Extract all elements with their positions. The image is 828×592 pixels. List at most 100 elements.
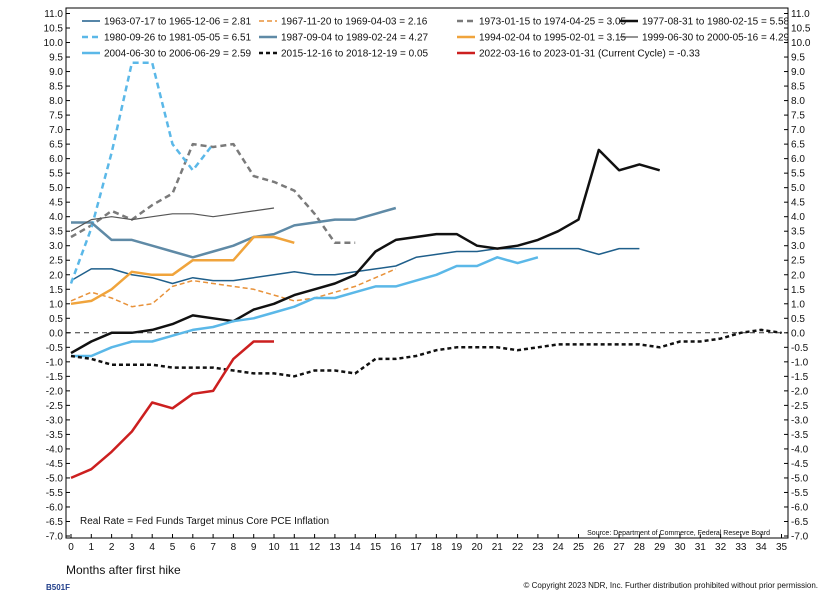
x-tick-label: 0	[68, 542, 74, 553]
y-tick-label-left: 0.0	[49, 328, 63, 339]
y-tick-label-left: -0.5	[46, 343, 64, 354]
y-axis-right: 11.0 10.5 10.0 9.5 9.0 8.5 8.0 7.5 7.0 6.5 6.0 5.5 5…	[784, 9, 811, 543]
y-tick-label-left: 4.5	[49, 198, 63, 209]
x-tick-label: 11	[289, 542, 300, 553]
y-tick-label-right: 1.0	[791, 299, 805, 310]
x-tick-label: 6	[190, 542, 196, 553]
y-tick-label-left: 8.0	[49, 96, 63, 107]
x-axis: 0 1 2 3 4 5 6 7 8 9 10 11 12 13 14 15 16 17 18 19 20 21 22 23 24…	[68, 534, 787, 553]
legend-item-label: 1994-02-04 to 1995-02-01 = 3.15	[479, 33, 626, 44]
y-tick-label-left: -4.5	[46, 459, 64, 470]
y-tick-label-right: 5.5	[791, 169, 805, 180]
series-layer	[69, 61, 782, 480]
y-tick-label-left: 2.5	[49, 256, 63, 267]
y-tick-label-left: 1.5	[49, 285, 63, 296]
y-tick-label-right: 10.0	[791, 38, 811, 49]
y-tick-label-right: 8.0	[791, 96, 805, 107]
x-tick-label: 26	[593, 542, 605, 553]
x-tick-label: 16	[390, 542, 402, 553]
plot-frame	[65, 7, 789, 539]
chart-code: B501F	[46, 583, 70, 592]
y-tick-label-right: -0.5	[791, 343, 809, 354]
y-tick-label-right: 6.5	[791, 140, 805, 151]
series-line	[70, 340, 274, 480]
legend-item-label: 1963-07-17 to 1965-12-06 = 2.81	[104, 17, 251, 28]
y-tick-label-right: -6.5	[791, 517, 809, 528]
y-tick-label-right: 9.0	[791, 67, 805, 78]
y-tick-label-left: 6.0	[49, 154, 63, 165]
x-tick-label: 28	[634, 542, 646, 553]
y-tick-label-right: -2.5	[791, 401, 809, 412]
y-tick-label-right: -7.0	[791, 532, 809, 543]
y-axis-left: 11.0 10.5 10.0 9.5 9.0 8.5 8.0 7.5 7.0 6.5 6.0 5.5 5…	[44, 9, 70, 543]
y-tick-label-left: 5.5	[49, 169, 63, 180]
y-tick-label-right: 1.5	[791, 285, 805, 296]
y-tick-label-right: 0.5	[791, 314, 805, 325]
x-tick-label: 24	[553, 542, 565, 553]
y-tick-label-right: -4.0	[791, 444, 809, 455]
x-tick-label: 12	[309, 542, 321, 553]
y-tick-label-left: -7.0	[46, 532, 64, 543]
y-tick-label-left: -5.5	[46, 488, 64, 499]
legend-item-label: 1987-09-04 to 1989-02-24 = 4.27	[281, 33, 428, 44]
y-tick-label-right: -1.0	[791, 357, 809, 368]
x-tick-label: 9	[251, 542, 257, 553]
y-tick-label-right: 0.0	[791, 328, 805, 339]
y-tick-label-right: 4.5	[791, 198, 805, 209]
legend: 1963-07-17 to 1965-12-06 = 2.81 1967-11-2…	[82, 17, 789, 60]
y-tick-label-left: -6.5	[46, 517, 64, 528]
series-line	[71, 206, 397, 259]
y-tick-label-left: -5.0	[46, 473, 64, 484]
legend-item-label: 1980-09-26 to 1981-05-05 = 6.51	[104, 33, 251, 44]
y-tick-label-right: 8.5	[791, 82, 805, 93]
legend-item-label: 1999-06-30 to 2000-05-16 = 4.29	[642, 33, 789, 44]
y-tick-label-right: 2.5	[791, 256, 805, 267]
x-tick-label: 29	[654, 542, 666, 553]
y-tick-label-left: -1.0	[46, 357, 64, 368]
series-line	[70, 235, 295, 306]
copyright-notice: © Copyright 2023 NDR, Inc. Further distr…	[524, 581, 818, 590]
y-tick-label-right: 7.5	[791, 111, 805, 122]
y-tick-label-right: 6.0	[791, 154, 805, 165]
y-tick-label-left: -2.0	[46, 386, 64, 397]
y-tick-label-right: -1.5	[791, 372, 809, 383]
y-tick-label-left: 2.0	[49, 270, 63, 281]
y-tick-label-left: 5.0	[49, 183, 63, 194]
y-tick-label-left: 6.5	[49, 140, 63, 151]
y-tick-label-left: 1.0	[49, 299, 63, 310]
x-tick-label: 18	[431, 542, 443, 553]
legend-item-label: 1973-01-15 to 1974-04-25 = 3.05	[479, 17, 626, 28]
y-tick-label-right: 2.0	[791, 270, 805, 281]
y-tick-label-right: -2.0	[791, 386, 809, 397]
y-tick-label-right: 9.5	[791, 53, 805, 64]
legend-item-label: 2015-12-16 to 2018-12-19 = 0.05	[281, 49, 428, 60]
y-tick-label-right: -5.5	[791, 488, 809, 499]
legend-item-label: 2022-03-16 to 2023-01-31 (Current Cycle)…	[479, 49, 700, 60]
x-axis-title: Months after first hike	[66, 563, 181, 577]
x-tick-label: 14	[350, 542, 362, 553]
x-tick-label: 10	[268, 542, 280, 553]
x-tick-label: 35	[776, 542, 788, 553]
y-tick-label-left: 9.5	[49, 53, 63, 64]
x-tick-label: 5	[170, 542, 176, 553]
y-tick-label-left: 8.5	[49, 82, 63, 93]
x-tick-label: 7	[210, 542, 216, 553]
legend-item-label: 2004-06-30 to 2006-06-29 = 2.59	[104, 49, 251, 60]
y-tick-label-right: -3.5	[791, 430, 809, 441]
y-tick-label-right: -6.0	[791, 502, 809, 513]
series-line	[71, 256, 539, 358]
x-tick-label: 32	[715, 542, 727, 553]
chart-source: Source: Department of Commerce, Federal …	[587, 530, 770, 537]
y-tick-label-right: 7.0	[791, 125, 805, 136]
y-tick-label-left: -1.5	[46, 372, 64, 383]
x-tick-label: 13	[329, 542, 341, 553]
y-tick-label-left: 3.0	[49, 241, 63, 252]
y-tick-label-left: -2.5	[46, 401, 64, 412]
x-tick-label: 33	[735, 542, 747, 553]
series-line	[70, 148, 661, 355]
y-tick-label-left: -3.0	[46, 415, 64, 426]
series-line	[70, 207, 275, 232]
x-tick-label: 27	[614, 542, 626, 553]
x-tick-label: 1	[89, 542, 95, 553]
